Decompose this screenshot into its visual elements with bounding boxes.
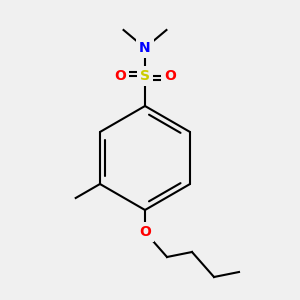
Text: O: O (164, 69, 176, 83)
Text: O: O (139, 225, 151, 239)
Text: N: N (139, 41, 151, 55)
Text: S: S (140, 69, 150, 83)
Text: O: O (114, 69, 126, 83)
